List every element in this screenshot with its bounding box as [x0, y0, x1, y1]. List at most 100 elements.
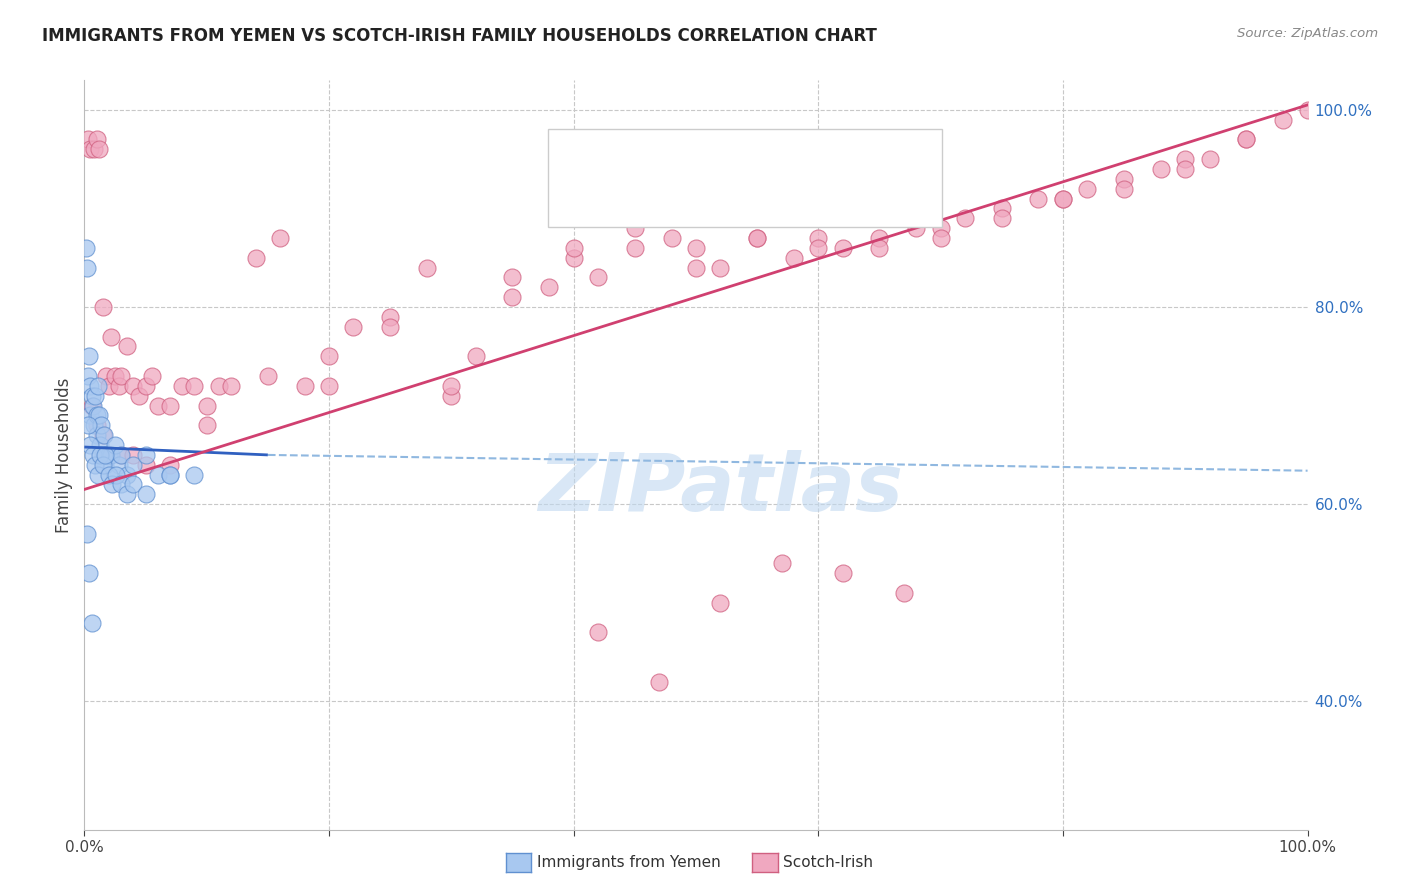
- Point: [416, 260, 439, 275]
- Point: [97, 448, 120, 462]
- Point: [709, 596, 731, 610]
- Text: ZIPatlas: ZIPatlas: [538, 450, 903, 528]
- Point: [86, 409, 108, 423]
- Point: [380, 319, 402, 334]
- Point: [89, 438, 111, 452]
- Point: [380, 310, 402, 324]
- Point: [624, 221, 647, 235]
- Point: [195, 399, 218, 413]
- Point: [115, 467, 138, 482]
- Point: [91, 300, 114, 314]
- Point: [1174, 161, 1197, 176]
- Point: [91, 458, 114, 472]
- Text: R =: R =: [612, 141, 651, 159]
- Point: [77, 566, 100, 581]
- Point: [97, 467, 120, 482]
- Point: [709, 260, 731, 275]
- Point: [1174, 152, 1197, 166]
- Point: [100, 448, 122, 462]
- Point: [104, 438, 127, 452]
- Point: [502, 270, 524, 285]
- Point: [110, 369, 132, 384]
- Point: [893, 586, 915, 600]
- Point: [90, 418, 112, 433]
- Point: [101, 477, 124, 491]
- Point: [87, 379, 110, 393]
- Point: [87, 409, 110, 423]
- Text: R =: R =: [612, 183, 651, 201]
- Point: [1052, 192, 1074, 206]
- Point: [87, 142, 110, 156]
- Point: [172, 379, 194, 393]
- Point: [79, 409, 101, 423]
- Point: [82, 399, 104, 413]
- Point: [79, 438, 101, 452]
- Point: [257, 369, 280, 384]
- Point: [440, 389, 463, 403]
- Point: [159, 458, 181, 472]
- Point: [747, 231, 769, 245]
- Point: [342, 319, 364, 334]
- Point: [91, 428, 114, 442]
- Point: [89, 448, 111, 462]
- Point: [135, 458, 157, 472]
- Point: [219, 379, 242, 393]
- Point: [183, 379, 205, 393]
- Point: [82, 448, 104, 462]
- Point: [685, 241, 707, 255]
- Point: [141, 369, 163, 384]
- Point: [1150, 161, 1173, 176]
- Point: [831, 241, 853, 255]
- Point: [87, 467, 110, 482]
- Text: 0.505: 0.505: [668, 182, 730, 202]
- Text: Scotch-Irish: Scotch-Irish: [783, 855, 873, 870]
- Point: [86, 132, 108, 146]
- Point: [586, 270, 609, 285]
- Point: [97, 448, 120, 462]
- Point: [807, 231, 830, 245]
- Point: [1076, 182, 1098, 196]
- Point: [953, 211, 976, 226]
- Point: [104, 369, 127, 384]
- Point: [586, 625, 609, 640]
- Point: [648, 674, 671, 689]
- Point: [122, 379, 145, 393]
- Point: [624, 241, 647, 255]
- Text: 50: 50: [789, 140, 815, 160]
- Point: [94, 448, 117, 462]
- Point: [195, 418, 218, 433]
- Point: [562, 251, 585, 265]
- Point: [84, 389, 107, 403]
- Point: [122, 448, 145, 462]
- Point: [1052, 192, 1074, 206]
- Text: -0.011: -0.011: [668, 140, 737, 160]
- Point: [128, 389, 150, 403]
- Point: [159, 399, 181, 413]
- Point: [929, 221, 952, 235]
- Point: [991, 211, 1014, 226]
- Point: [146, 399, 169, 413]
- Point: [107, 458, 129, 472]
- Point: [869, 231, 891, 245]
- Point: [831, 566, 853, 581]
- Point: [83, 418, 105, 433]
- Y-axis label: Family Households: Family Households: [55, 377, 73, 533]
- Point: [122, 458, 145, 472]
- Point: [1114, 182, 1136, 196]
- Point: [110, 477, 132, 491]
- Point: [83, 142, 105, 156]
- Point: [807, 241, 830, 255]
- Point: [208, 379, 231, 393]
- Text: Immigrants from Yemen: Immigrants from Yemen: [537, 855, 721, 870]
- Point: [135, 379, 157, 393]
- Point: [77, 132, 100, 146]
- Point: [84, 458, 107, 472]
- Point: [159, 467, 181, 482]
- Point: [1272, 112, 1295, 127]
- Point: [122, 477, 145, 491]
- Point: [86, 428, 108, 442]
- Point: [1198, 152, 1220, 166]
- Point: [115, 487, 138, 501]
- Point: [1236, 132, 1258, 146]
- Point: [905, 221, 928, 235]
